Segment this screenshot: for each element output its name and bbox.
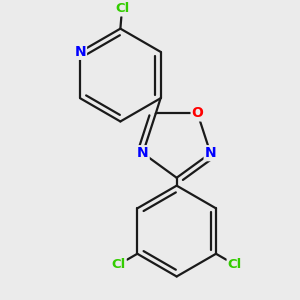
Text: N: N [205,146,216,160]
Text: N: N [137,146,149,160]
Text: Cl: Cl [111,258,126,271]
Text: Cl: Cl [228,258,242,271]
Text: Cl: Cl [115,2,130,15]
Text: O: O [192,106,203,120]
Text: N: N [74,45,86,59]
